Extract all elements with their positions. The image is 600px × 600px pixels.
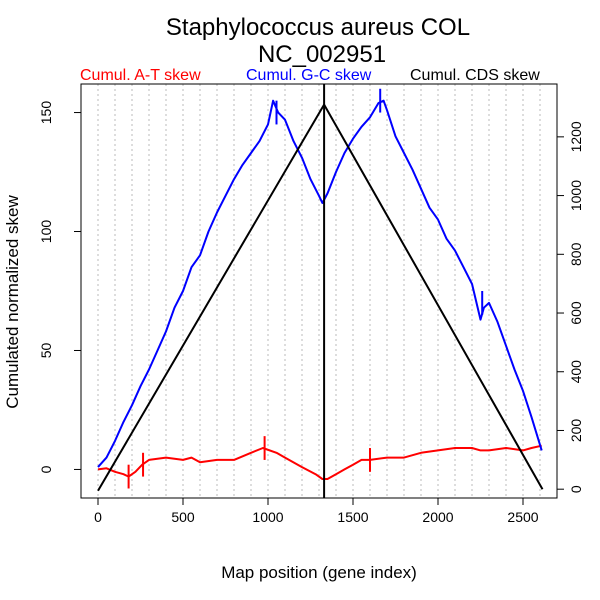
y-tick-label: 150 — [38, 101, 54, 125]
x-tick-label: 500 — [171, 509, 195, 525]
marker-layer — [127, 88, 484, 489]
y2-tick-label: 400 — [568, 360, 584, 384]
chart-subtitle: NC_002951 — [258, 41, 386, 68]
gc-skew-line — [97, 99, 543, 468]
legend-cds-skew: Cumul. CDS skew — [410, 67, 540, 84]
y2-tick-label: 200 — [568, 419, 584, 443]
x-tick-label: 2500 — [507, 509, 538, 525]
y-tick-label: 0 — [38, 465, 54, 473]
y2-tick-label: 0 — [568, 485, 584, 493]
x-axis: 0 500 1000 1500 2000 2500 — [94, 498, 539, 525]
x-tick-label: 1500 — [337, 509, 368, 525]
gridlines — [97, 84, 541, 498]
at-skew-line — [97, 444, 542, 480]
x-tick-label: 2000 — [422, 509, 453, 525]
y-axis-right: 0 200 400 600 800 1000 1200 — [557, 121, 584, 493]
x-tick-label: 0 — [94, 509, 102, 525]
y2-tick-label: 600 — [568, 301, 584, 325]
x-tick-label: 1000 — [252, 509, 283, 525]
y-tick-label: 100 — [38, 220, 54, 244]
x-axis-label: Map position (gene index) — [221, 563, 417, 582]
legend-at-skew: Cumul. A-T skew — [80, 67, 201, 84]
y-axis-left: 0 50 100 150 — [38, 101, 81, 473]
legend-gc-skew: Cumul. G-C skew — [246, 67, 372, 84]
y-axis-label: Cumulated normalized skew — [3, 195, 22, 409]
y-tick-label: 50 — [38, 342, 54, 358]
plot-frame — [80, 83, 558, 499]
y2-tick-label: 1200 — [568, 121, 584, 152]
chart-title: Staphylococcus aureus COL — [166, 14, 470, 41]
series-layer — [97, 84, 544, 498]
y2-tick-label: 800 — [568, 242, 584, 266]
y2-tick-label: 1000 — [568, 180, 584, 211]
